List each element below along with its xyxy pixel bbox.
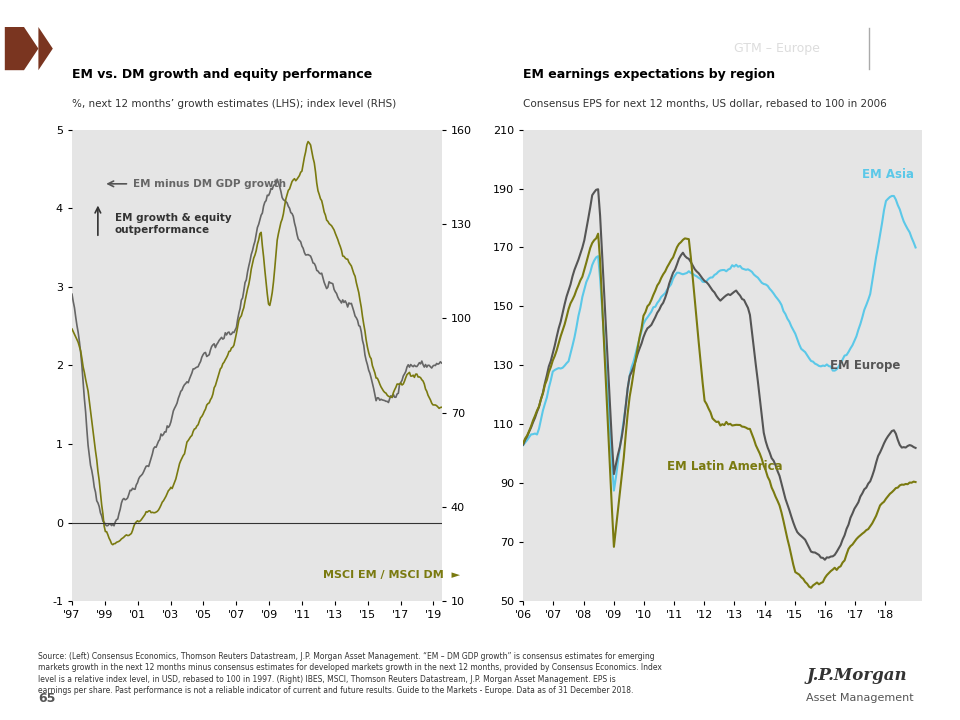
Text: EM Latin America: EM Latin America (666, 460, 782, 473)
Text: %, next 12 months’ growth estimates (LHS); index level (RHS): %, next 12 months’ growth estimates (LHS… (72, 99, 396, 109)
Text: Emerging markets performance and earnings expectations: Emerging markets performance and earning… (62, 40, 640, 58)
Text: 65: 65 (883, 40, 908, 58)
Text: EM minus DM GDP growth: EM minus DM GDP growth (133, 179, 286, 189)
Text: EM earnings expectations by region: EM earnings expectations by region (523, 68, 776, 81)
Text: Consensus EPS for next 12 months, US dollar, rebased to 100 in 2006: Consensus EPS for next 12 months, US dol… (523, 99, 887, 109)
Text: MSCI EM / MSCI DM  ►: MSCI EM / MSCI DM ► (324, 570, 461, 580)
Text: EM growth & equity
outperformance: EM growth & equity outperformance (114, 213, 231, 235)
Text: 65: 65 (38, 692, 56, 705)
Text: Source: (Left) Consensus Economics, Thomson Reuters Datastream, J.P. Morgan Asse: Source: (Left) Consensus Economics, Thom… (38, 652, 662, 695)
Text: Equities: Equities (9, 330, 22, 387)
Text: J.P.Morgan: J.P.Morgan (806, 667, 907, 684)
Text: EM Asia: EM Asia (862, 168, 914, 181)
Polygon shape (5, 27, 38, 71)
Text: EM vs. DM growth and equity performance: EM vs. DM growth and equity performance (72, 68, 372, 81)
Text: Asset Management: Asset Management (806, 693, 914, 703)
Text: EM Europe: EM Europe (830, 359, 900, 372)
Polygon shape (38, 27, 53, 71)
Text: GTM – Europe: GTM – Europe (734, 42, 820, 55)
